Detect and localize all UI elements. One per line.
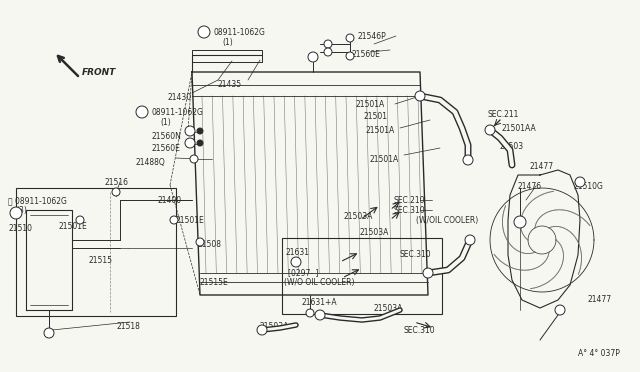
Circle shape bbox=[11, 208, 21, 218]
Text: FRONT: FRONT bbox=[82, 68, 116, 77]
Text: (1): (1) bbox=[222, 38, 233, 47]
Text: 08911-1062G: 08911-1062G bbox=[152, 108, 204, 117]
Text: 21515E: 21515E bbox=[200, 278, 228, 287]
Text: SEC.310: SEC.310 bbox=[394, 206, 426, 215]
Circle shape bbox=[170, 216, 178, 224]
Circle shape bbox=[415, 91, 425, 101]
Circle shape bbox=[575, 177, 585, 187]
Circle shape bbox=[291, 257, 301, 267]
Text: 21503A: 21503A bbox=[374, 304, 403, 313]
Text: 21501AA: 21501AA bbox=[502, 124, 537, 133]
Circle shape bbox=[112, 188, 120, 196]
Circle shape bbox=[346, 34, 354, 42]
Text: 21516: 21516 bbox=[104, 178, 128, 187]
Circle shape bbox=[324, 40, 332, 48]
Text: A° 4° 037P: A° 4° 037P bbox=[578, 349, 620, 358]
Text: [0297- ]: [0297- ] bbox=[288, 268, 319, 277]
Text: (W/OIL COOLER): (W/OIL COOLER) bbox=[416, 216, 478, 225]
Text: 21501A: 21501A bbox=[370, 155, 399, 164]
Text: 21515: 21515 bbox=[88, 256, 112, 265]
Circle shape bbox=[198, 26, 210, 38]
Bar bbox=[192, 50, 262, 62]
Text: 21476: 21476 bbox=[518, 182, 542, 191]
Text: Ⓝ 08911-1062G: Ⓝ 08911-1062G bbox=[8, 196, 67, 205]
Text: 21560E: 21560E bbox=[352, 50, 381, 59]
Text: 21501A: 21501A bbox=[366, 126, 396, 135]
Text: 21501E: 21501E bbox=[176, 216, 205, 225]
Text: SEC.211: SEC.211 bbox=[488, 110, 520, 119]
Circle shape bbox=[196, 238, 204, 246]
Circle shape bbox=[185, 126, 195, 136]
Text: 21503A: 21503A bbox=[344, 212, 373, 221]
Circle shape bbox=[465, 235, 475, 245]
Circle shape bbox=[76, 216, 84, 224]
Text: (1): (1) bbox=[160, 118, 171, 127]
Text: 21503: 21503 bbox=[500, 142, 524, 151]
Circle shape bbox=[197, 128, 203, 134]
Text: 21560E: 21560E bbox=[152, 144, 181, 153]
Circle shape bbox=[185, 138, 195, 148]
Text: N: N bbox=[138, 109, 143, 115]
Text: N: N bbox=[200, 29, 205, 35]
Text: 21510G: 21510G bbox=[574, 182, 604, 191]
Text: N: N bbox=[12, 210, 18, 216]
Text: 08911-1062G: 08911-1062G bbox=[214, 28, 266, 37]
Circle shape bbox=[257, 325, 267, 335]
Circle shape bbox=[555, 305, 565, 315]
Bar bbox=[282, 238, 442, 314]
Text: 21546P: 21546P bbox=[358, 32, 387, 41]
Text: 21631+A: 21631+A bbox=[302, 298, 338, 307]
Circle shape bbox=[324, 48, 332, 56]
Text: 21435: 21435 bbox=[218, 80, 242, 89]
Text: 21518: 21518 bbox=[116, 322, 140, 331]
Text: 21501: 21501 bbox=[364, 112, 388, 121]
Text: SEC.310: SEC.310 bbox=[400, 250, 431, 259]
Circle shape bbox=[308, 52, 318, 62]
Text: 21477: 21477 bbox=[530, 162, 554, 171]
Circle shape bbox=[10, 207, 22, 219]
Circle shape bbox=[346, 52, 354, 60]
Circle shape bbox=[463, 155, 473, 165]
Text: 21503A: 21503A bbox=[260, 322, 289, 331]
Text: 21477: 21477 bbox=[588, 295, 612, 304]
Circle shape bbox=[423, 268, 433, 278]
Circle shape bbox=[514, 216, 526, 228]
Text: 21400: 21400 bbox=[158, 196, 182, 205]
Text: 21501A: 21501A bbox=[356, 100, 385, 109]
Text: SEC.210: SEC.210 bbox=[394, 196, 426, 205]
Text: 21510: 21510 bbox=[8, 224, 32, 233]
Text: 21430: 21430 bbox=[168, 93, 192, 102]
Text: SEC.310: SEC.310 bbox=[404, 326, 436, 335]
Circle shape bbox=[44, 328, 54, 338]
Bar bbox=[16, 188, 176, 316]
Text: 21560N: 21560N bbox=[152, 132, 182, 141]
Text: 21503A: 21503A bbox=[360, 228, 389, 237]
Circle shape bbox=[136, 106, 148, 118]
Circle shape bbox=[190, 155, 198, 163]
Circle shape bbox=[306, 309, 314, 317]
Text: (W/O OIL COOLER): (W/O OIL COOLER) bbox=[284, 278, 355, 287]
Text: 21631: 21631 bbox=[286, 248, 310, 257]
Circle shape bbox=[315, 310, 325, 320]
Circle shape bbox=[485, 125, 495, 135]
Text: 21501E: 21501E bbox=[58, 222, 87, 231]
Text: (3): (3) bbox=[16, 206, 27, 215]
Text: 21508: 21508 bbox=[198, 240, 222, 249]
Circle shape bbox=[197, 140, 203, 146]
Text: 21488Q: 21488Q bbox=[136, 158, 166, 167]
